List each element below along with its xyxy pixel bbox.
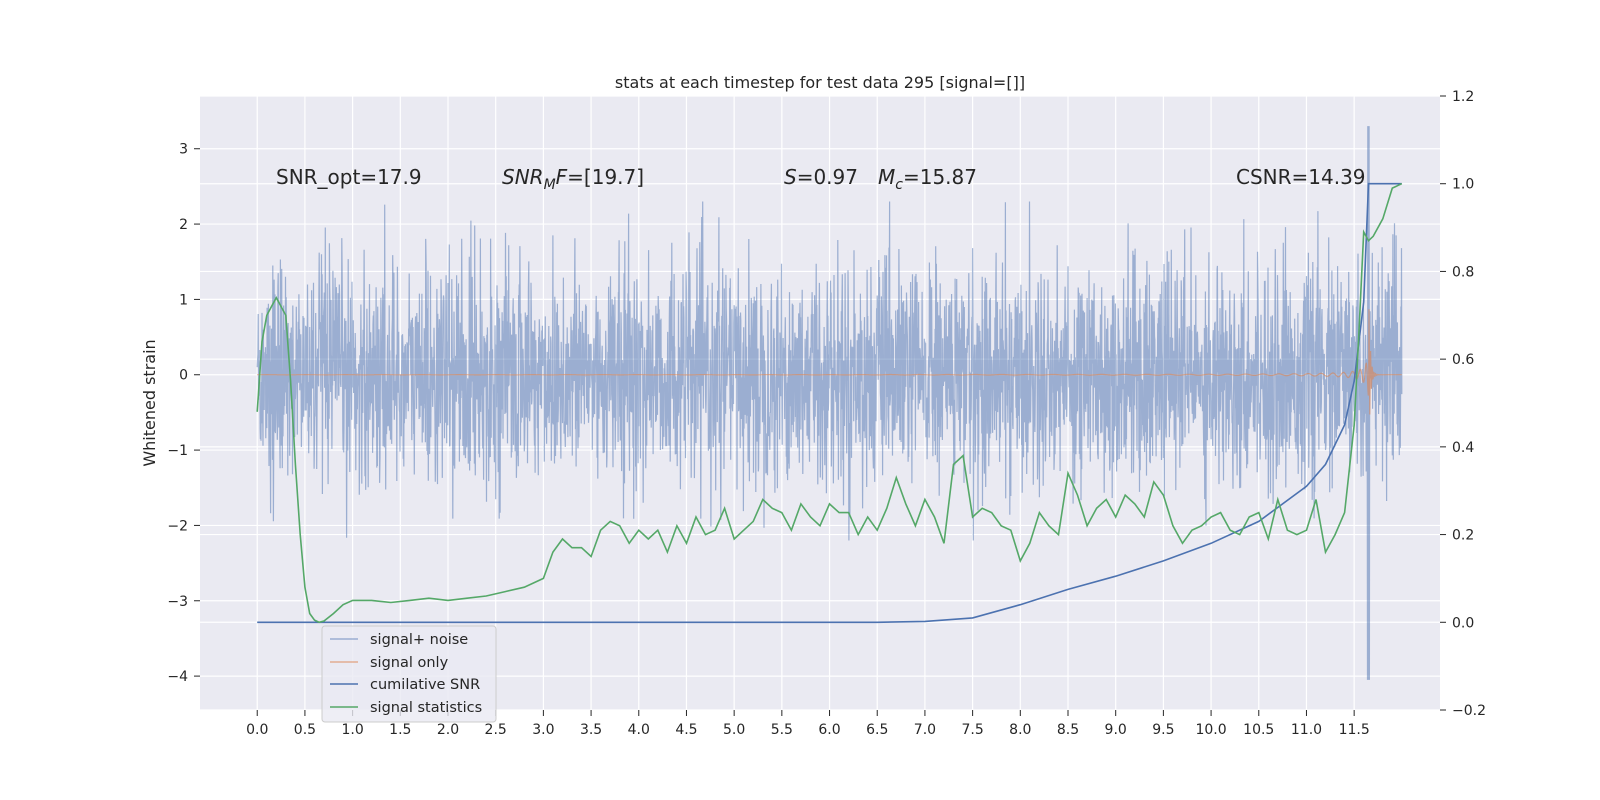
mc-sub: c: [895, 177, 903, 193]
legend-label-signal-noise: signal+ noise: [370, 632, 468, 648]
mc-var: M: [878, 165, 895, 189]
x-tick-label: 2.0: [437, 722, 459, 738]
x-tick-label: 8.0: [1009, 722, 1031, 738]
x-tick-label: 3.0: [532, 722, 554, 738]
legend: signal+ noise signal only cumilative SNR…: [321, 625, 497, 723]
x-tick-label: 11.5: [1339, 722, 1370, 738]
snr-mf-prefix: SNR: [502, 165, 544, 189]
chart-title: stats at each timestep for test data 295…: [615, 73, 1025, 92]
annotation-snr-mf: SNRMF=[19.7]: [502, 165, 644, 193]
x-tick-label: 10.5: [1243, 722, 1274, 738]
signal-noise-line: [256, 126, 1403, 680]
snr-mf-sub: M: [544, 177, 556, 193]
y-tick-label: 2: [179, 217, 188, 233]
legend-label-signal-only: signal only: [370, 655, 449, 671]
y2-tick-label: 0.2: [1452, 528, 1474, 544]
x-tick-label: 1.5: [389, 722, 411, 738]
x-tick-label: 10.0: [1195, 722, 1226, 738]
x-tick-label: 4.5: [675, 722, 697, 738]
y2-tick-label: 1.2: [1452, 89, 1474, 105]
legend-label-cumulative-snr: cumilative SNR: [370, 677, 480, 693]
annotation-mc: Mc=15.87: [878, 165, 977, 193]
y-axis-label: Whitened strain: [140, 339, 159, 466]
y2-tick-label: 1.0: [1452, 177, 1474, 193]
legend-box: [321, 625, 497, 723]
x-tick-label: 7.0: [914, 722, 936, 738]
y-tick-label: −1: [167, 443, 188, 459]
signal-only-line: [257, 309, 1402, 415]
snr-mf-suffix: =[19.7]: [567, 165, 644, 189]
right-axis-series: [256, 182, 1403, 624]
annotation-snr-opt: SNR_opt=17.9: [276, 165, 422, 189]
y2-tick-label: 0.6: [1452, 352, 1474, 368]
y2-tick-label: −0.2: [1452, 703, 1486, 719]
y2-tick-label: 0.4: [1452, 440, 1474, 456]
x-tick-label: 3.5: [580, 722, 602, 738]
y2-tick-label: 0.8: [1452, 264, 1474, 280]
x-tick-label: 6.0: [818, 722, 840, 738]
s-var: S: [784, 165, 797, 189]
annotation-csnr: CSNR=14.39: [1236, 165, 1366, 189]
s-val: =0.97: [797, 165, 858, 189]
annotation-s: S=0.97: [784, 165, 858, 189]
x-tick-label: 9.0: [1105, 722, 1127, 738]
y-tick-label: −3: [167, 594, 188, 610]
axis-ticks: 0.0 0.5 1.0 1.5 2.0 2.5 3.0 3.5 4.0 4.5 5.0 5.5 6.0 6…: [167, 89, 1486, 738]
snr-mf-f: F: [556, 165, 568, 189]
y-tick-label: 0: [179, 368, 188, 384]
x-tick-label: 0.0: [246, 722, 268, 738]
x-tick-label: 9.5: [1152, 722, 1174, 738]
x-tick-label: 1.0: [341, 722, 363, 738]
x-tick-label: 5.0: [723, 722, 745, 738]
y-tick-label: −2: [167, 518, 188, 534]
signal-statistics-line: [256, 182, 1403, 624]
x-tick-label: 0.5: [294, 722, 316, 738]
x-tick-label: 11.0: [1291, 722, 1322, 738]
x-tick-label: 8.5: [1057, 722, 1079, 738]
y2-tick-label: 0.0: [1452, 615, 1474, 631]
legend-label-signal-statistics: signal statistics: [370, 700, 482, 716]
mc-val: =15.87: [903, 165, 977, 189]
x-tick-label: 4.0: [628, 722, 650, 738]
y-tick-label: −4: [167, 669, 188, 685]
y-tick-label: 1: [179, 292, 188, 308]
x-tick-label: 5.5: [771, 722, 793, 738]
x-tick-label: 6.5: [866, 722, 888, 738]
x-tick-label: 7.5: [961, 722, 983, 738]
x-tick-label: 2.5: [485, 722, 507, 738]
signal-noise-series: [256, 126, 1403, 680]
y-tick-label: 3: [179, 142, 188, 158]
signal-only-series: [257, 309, 1402, 415]
